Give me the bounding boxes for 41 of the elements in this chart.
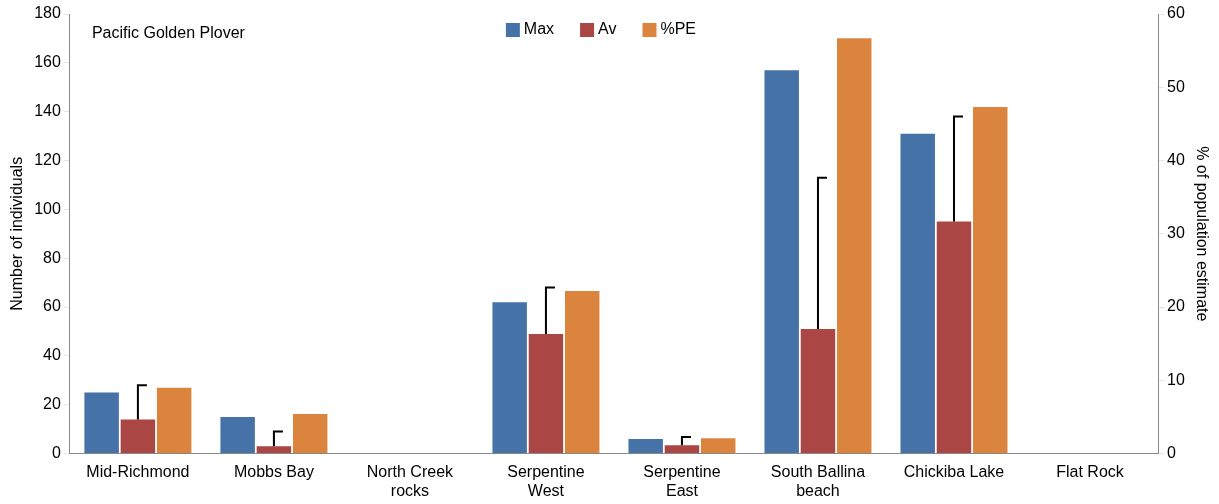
x-tick-label: North Creek rocks [366, 462, 455, 499]
x-tick-label: Serpentine West [507, 462, 585, 499]
x-tick-label: Serpentine East [643, 462, 721, 499]
y2-tick-label: 60 [1167, 4, 1185, 22]
annotation: Pacific Golden Plover [91, 24, 246, 42]
y-tick-label: 120 [34, 150, 61, 168]
bar [292, 414, 328, 454]
y2-tick-label: 30 [1167, 224, 1185, 242]
y2-axis-title: % of population estimate [1193, 146, 1211, 322]
bar [84, 392, 119, 454]
y2-tick-label: 50 [1167, 77, 1185, 95]
y2-tick-label: 40 [1167, 150, 1185, 168]
bar [628, 438, 663, 454]
y2-tick-label: 20 [1167, 297, 1185, 315]
y-tick-label: 180 [34, 4, 61, 22]
bar [220, 416, 255, 454]
y-tick-label: 20 [43, 395, 61, 413]
x-tick-label: Chickiba Lake [903, 462, 1005, 480]
bar [837, 38, 872, 454]
y-tick-label: 160 [34, 53, 61, 71]
bar [764, 70, 799, 454]
y-tick-label: 80 [43, 248, 61, 266]
y2-tick-label: 0 [1167, 444, 1176, 462]
legend-label: %PE [660, 20, 697, 38]
y-tick-label: 60 [43, 297, 61, 315]
y-tick-label: 0 [51, 444, 61, 462]
x-tick-label: Flat Rock [1056, 462, 1125, 480]
y-axis-title: Number of individuals [8, 156, 26, 311]
bar [900, 133, 935, 454]
y-tick-label: 100 [34, 199, 61, 217]
legend-label: Av [598, 20, 617, 38]
x-tick-label: Mobbs Bay [233, 462, 314, 480]
y-tick-label: 140 [34, 102, 61, 120]
bar [492, 302, 527, 454]
x-tick-label: Mid-Richmond [86, 462, 190, 480]
legend-label: Max [523, 20, 555, 38]
y-tick-label: 40 [43, 346, 61, 364]
x-tick-label: South Ballina beach [770, 462, 866, 499]
bar [256, 446, 292, 454]
bar [800, 329, 836, 454]
y2-tick-label: 10 [1167, 370, 1185, 388]
